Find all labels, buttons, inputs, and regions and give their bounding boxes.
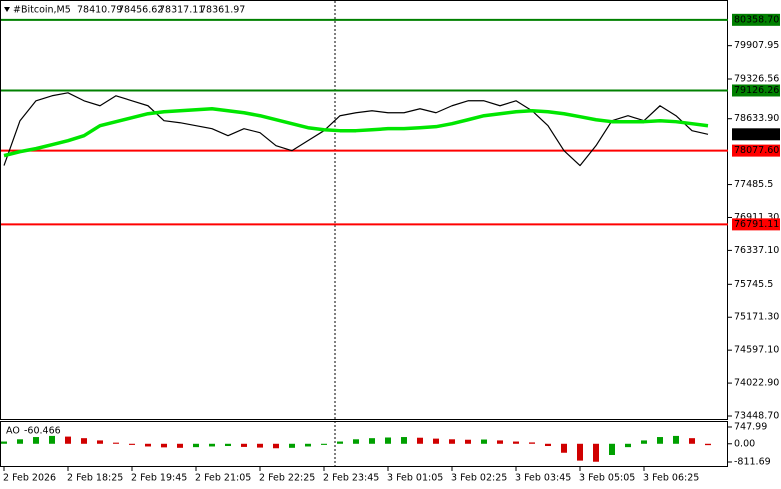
x-tick-label: 3 Feb 06:25 — [643, 473, 699, 484]
ao-bar — [529, 442, 535, 444]
symbol: #Bitcoin,M5 — [13, 5, 71, 16]
ao-bar — [593, 443, 599, 462]
ao-bar — [385, 437, 391, 444]
x-tick-label: 2 Feb 21:05 — [195, 473, 251, 484]
level-label: 80358.70 — [734, 14, 779, 25]
level-label: 79126.26 — [734, 85, 779, 96]
x-tick-label: 2 Feb 19:45 — [131, 473, 187, 484]
y-tick-label: 77485.5 — [734, 179, 773, 190]
y-tick-label: 75745.5 — [734, 279, 773, 290]
y-tick-label: 0.00 — [734, 438, 755, 449]
level-box — [732, 13, 780, 26]
ao-bar — [193, 443, 199, 448]
x-tick-label: 2 Feb 22:25 — [259, 473, 315, 484]
header: #Bitcoin,M5 78410.79 78456.62 78317.11 7… — [4, 5, 245, 16]
ao-bar — [689, 438, 695, 444]
ao-bar — [609, 443, 615, 455]
ao-bar — [129, 443, 135, 445]
ao-bar — [497, 440, 503, 444]
ao-bar — [337, 441, 343, 444]
ao-bar — [273, 443, 279, 449]
ao-bar — [481, 439, 487, 444]
ao-bar — [113, 442, 119, 444]
price-line — [3, 106, 709, 158]
level-label: 76791.11 — [734, 219, 779, 230]
ao-bar — [161, 443, 167, 448]
ao-bar — [433, 438, 439, 444]
y-tick-label: 79326.56 — [734, 74, 779, 85]
close: 78361.97 — [200, 5, 245, 16]
level-box — [732, 144, 780, 157]
ao-frame — [0, 421, 728, 467]
ao-bar — [465, 439, 471, 444]
ao-bar — [369, 438, 375, 444]
level-box — [732, 218, 780, 231]
ao-bar — [673, 435, 679, 444]
ao-bar — [289, 443, 295, 448]
high: 78456.62 — [118, 5, 163, 16]
y-tick-label: 76337.10 — [734, 245, 779, 256]
x-tick-label: 2 Feb 2026 — [3, 473, 56, 484]
ao-bar — [353, 439, 359, 444]
y-tick-label: 79907.95 — [734, 40, 779, 51]
ao-bar — [241, 443, 247, 447]
ao-bar — [577, 443, 583, 461]
ao-bar — [545, 443, 551, 447]
level-label: 78077.60 — [734, 145, 779, 156]
last-price-label: 78361.97 — [734, 129, 779, 140]
x-tick-label: 2 Feb 18:25 — [67, 473, 123, 484]
y-tick-label: 74597.10 — [734, 345, 779, 356]
ao-bar — [17, 439, 23, 444]
ao-bar — [705, 443, 711, 446]
main-frame — [0, 0, 728, 420]
low: 78317.11 — [159, 5, 204, 16]
ao-bar — [417, 437, 423, 444]
y-tick-label: 75171.30 — [734, 312, 779, 323]
price-line — [3, 92, 709, 167]
y-tick-label: 747.99 — [734, 421, 767, 432]
ao-bar — [1, 441, 7, 444]
ao-bar — [305, 443, 311, 447]
x-tick-label: 2 Feb 23:45 — [323, 473, 379, 484]
ao-bar — [625, 443, 631, 448]
ao-bar — [81, 438, 87, 444]
ao-bar — [177, 443, 183, 448]
ao-bar — [641, 440, 647, 444]
ao-bar — [321, 443, 327, 445]
ao-bar — [97, 440, 103, 444]
level-box — [732, 84, 780, 97]
y-tick-label: 73448.70 — [734, 411, 779, 422]
x-tick-label: 3 Feb 01:05 — [387, 473, 443, 484]
x-tick-label: 3 Feb 03:45 — [515, 473, 571, 484]
y-tick-label: 78633.90 — [734, 113, 779, 124]
ao-bar — [65, 436, 71, 444]
ao-bar — [561, 443, 567, 453]
y-tick-label: 76911.30 — [734, 212, 779, 223]
x-tick-label: 3 Feb 05:05 — [579, 473, 635, 484]
ao-bar — [513, 441, 519, 444]
y-tick-label: 74022.90 — [734, 378, 779, 389]
ao-value: -60.466 — [24, 426, 61, 437]
x-tick-label: 3 Feb 02:25 — [451, 473, 507, 484]
last-price-box — [732, 128, 780, 141]
ao-bar — [33, 437, 39, 444]
ao-bar — [225, 443, 231, 447]
header-arrow — [4, 7, 10, 12]
ao-title: AO — [6, 426, 20, 437]
ao-bar — [401, 437, 407, 444]
open: 78410.79 — [77, 5, 122, 16]
ao-bar — [257, 443, 263, 448]
ao-bar — [209, 443, 215, 447]
y-tick-label: -811.69 — [734, 456, 771, 467]
ao-bar — [657, 437, 663, 444]
ao-bar — [145, 443, 151, 447]
ao-bar — [49, 435, 55, 444]
ao-bar — [449, 439, 455, 444]
